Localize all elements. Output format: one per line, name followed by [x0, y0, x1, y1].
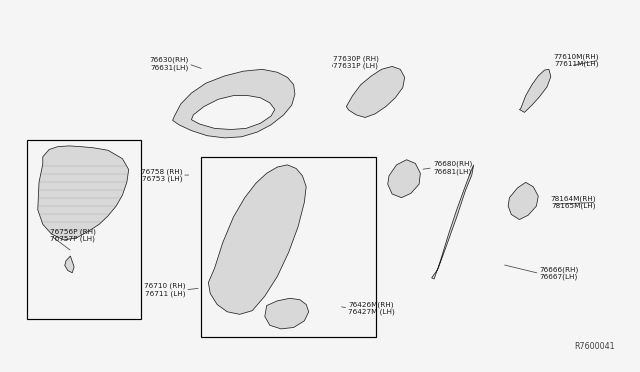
Polygon shape	[209, 165, 306, 314]
Text: 76630(RH)
76631(LH): 76630(RH) 76631(LH)	[149, 57, 188, 71]
Polygon shape	[388, 160, 420, 198]
Text: 76680(RH)
76681(LH): 76680(RH) 76681(LH)	[433, 161, 472, 175]
Polygon shape	[191, 96, 275, 129]
Text: 77610M(RH)
77611M(LH): 77610M(RH) 77611M(LH)	[554, 53, 599, 67]
Polygon shape	[265, 298, 308, 329]
Text: 78164M(RH)
78165M(LH): 78164M(RH) 78165M(LH)	[550, 195, 596, 209]
Polygon shape	[65, 256, 74, 273]
Text: 77630P (RH)
77631P (LH): 77630P (RH) 77631P (LH)	[333, 55, 378, 69]
Polygon shape	[173, 69, 295, 138]
Polygon shape	[346, 67, 404, 118]
Polygon shape	[520, 69, 551, 112]
Polygon shape	[508, 182, 538, 219]
Text: 76426M(RH)
76427M (LH): 76426M(RH) 76427M (LH)	[348, 301, 395, 315]
Bar	[27, 141, 141, 319]
Text: 76756P (RH)
76757P (LH): 76756P (RH) 76757P (LH)	[51, 228, 96, 242]
Text: 76758 (RH)
76753 (LH): 76758 (RH) 76753 (LH)	[141, 168, 182, 182]
Bar	[201, 157, 376, 337]
Text: R7600041: R7600041	[574, 342, 615, 351]
Polygon shape	[38, 146, 129, 240]
Text: 76710 (RH)
76711 (LH): 76710 (RH) 76711 (LH)	[143, 283, 185, 297]
Polygon shape	[431, 165, 474, 279]
Text: 76666(RH)
76667(LH): 76666(RH) 76667(LH)	[540, 266, 579, 280]
